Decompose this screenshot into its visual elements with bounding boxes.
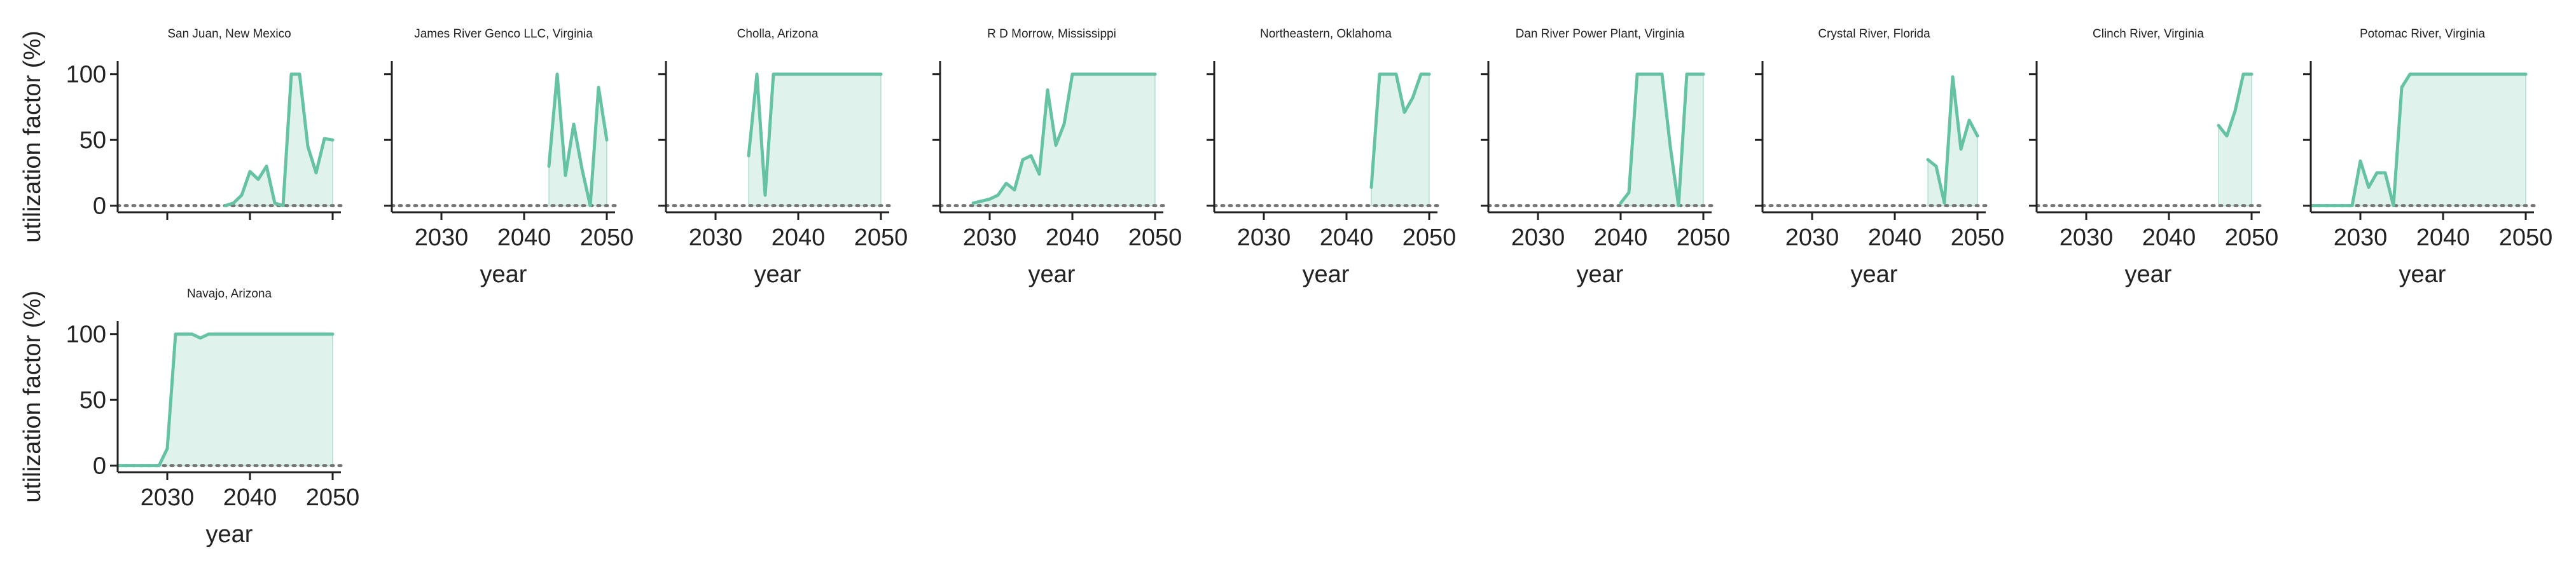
x-tick-label: 2050 (1128, 224, 1182, 251)
x-tick-label: 2040 (2142, 224, 2196, 251)
panel-5: Northeastern, Oklahoma 2030 2040 2050 year (1207, 27, 1456, 288)
panel-8: Clinch River, Virginia 2030 2040 2050 year (2029, 27, 2278, 288)
panel-title: Crystal River, Florida (1818, 27, 1930, 41)
panel-title: Clinch River, Virginia (2093, 27, 2204, 41)
utilization-area (2311, 73, 2526, 207)
panel-10: Navajo, Arizona 0 50 100 2030 2040 2050 year uti… (19, 287, 359, 548)
panel-9: Potomac River, Virginia 2030 2040 2050 year (2303, 27, 2552, 288)
utilization-line (971, 72, 1157, 205)
x-tick-label: 2040 (1868, 224, 1922, 251)
x-axis-label: year (1851, 261, 1898, 288)
x-tick-label: 2030 (415, 224, 469, 251)
panel-title: Navajo, Arizona (187, 287, 272, 301)
utilization-line (1369, 72, 1431, 189)
x-tick-label: 2040 (2416, 224, 2470, 251)
x-tick-label: 2040 (1320, 224, 1374, 251)
utilization-area (118, 333, 333, 466)
x-tick-label: 2040 (1594, 224, 1648, 251)
x-tick-label: 2050 (580, 224, 634, 251)
x-tick-label: 2040 (223, 484, 277, 511)
x-tick-label: 2040 (772, 224, 826, 251)
panel-3: Cholla, Arizona 2030 2040 2050 year (658, 27, 908, 288)
x-tick-label: 2030 (2060, 224, 2114, 251)
y-tick-label: 100 (66, 322, 106, 348)
y-axis-label: utilization factor (%) (19, 290, 46, 503)
x-tick-label: 2030 (1785, 224, 1839, 251)
utilization-line (2217, 72, 2254, 138)
panel-7: Crystal River, Florida 2030 2040 2050 year (1755, 27, 2004, 288)
utilization-line (2309, 72, 2528, 208)
x-axis-label: year (1577, 261, 1624, 288)
panel-title: San Juan, New Mexico (167, 27, 291, 41)
x-axis-label: year (2125, 261, 2172, 288)
x-axis-label: year (1028, 261, 1076, 288)
panel-1: San Juan, New Mexico 0 50 100 utilization fa… (19, 27, 343, 243)
x-tick-label: 2050 (1951, 224, 2005, 251)
x-tick-label: 2050 (1402, 224, 1457, 251)
utilization-line (747, 72, 883, 197)
y-tick-label: 50 (80, 127, 106, 154)
x-tick-label: 2030 (963, 224, 1017, 251)
x-tick-label: 2030 (141, 484, 195, 511)
utilization-area (973, 73, 1156, 207)
x-tick-label: 2030 (2334, 224, 2388, 251)
y-tick-label: 0 (93, 193, 106, 220)
x-tick-label: 2050 (2499, 224, 2553, 251)
x-tick-label: 2030 (1511, 224, 1565, 251)
x-tick-label: 2050 (1677, 224, 1731, 251)
y-tick-label: 50 (80, 387, 106, 414)
x-axis-label: year (754, 261, 801, 288)
y-tick-label: 0 (93, 453, 106, 480)
x-tick-label: 2040 (497, 224, 551, 251)
panel-title: Potomac River, Virginia (2360, 27, 2486, 41)
panel-6: Dan River Power Plant, Virginia 2030 2040 2… (1481, 27, 1730, 288)
panel-title: R D Morrow, Mississippi (987, 27, 1116, 41)
y-axis-label: utilization factor (%) (19, 31, 46, 243)
panel-title: James River Genco LLC, Virginia (414, 27, 593, 41)
x-axis-label: year (1303, 261, 1350, 288)
panel-title: Dan River Power Plant, Virginia (1516, 27, 1685, 41)
utilization-area (225, 73, 333, 207)
x-tick-label: 2030 (689, 224, 743, 251)
utilization-line (1926, 75, 1979, 205)
utilization-line (547, 72, 609, 208)
panel-title: Cholla, Arizona (737, 27, 819, 41)
y-tick-label: 100 (66, 62, 106, 88)
x-tick-label: 2050 (306, 484, 360, 511)
x-tick-label: 2040 (1046, 224, 1100, 251)
x-tick-label: 2050 (854, 224, 908, 251)
utilization-line (223, 72, 335, 208)
utilization-area (2218, 73, 2252, 207)
utilization-line (1619, 72, 1705, 208)
x-axis-label: year (206, 521, 253, 548)
x-tick-label: 2030 (1237, 224, 1291, 251)
utilization-line (116, 332, 335, 468)
panel-4: R D Morrow, Mississippi 2030 2040 2050 year (932, 27, 1182, 288)
panel-title: Northeastern, Oklahoma (1260, 27, 1392, 41)
panel-2: James River Genco LLC, Virginia 2030 2040 2… (384, 27, 634, 288)
x-axis-label: year (480, 261, 527, 288)
x-tick-label: 2050 (2225, 224, 2279, 251)
x-axis-label: year (2399, 261, 2446, 288)
